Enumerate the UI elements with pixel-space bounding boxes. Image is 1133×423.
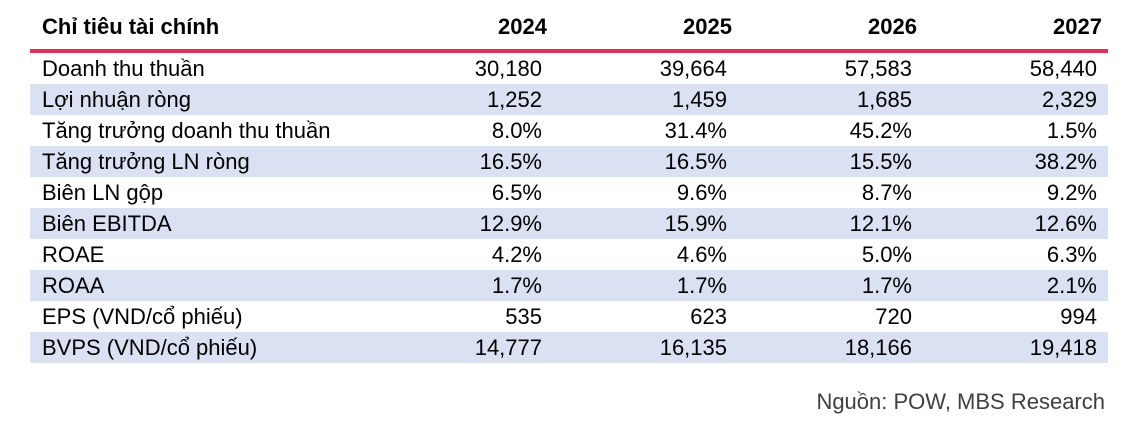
cell-value: 12.1% <box>849 211 912 236</box>
cell-value: 31.4% <box>664 118 727 143</box>
cell-value: 15.9% <box>664 211 727 236</box>
cell-value: 623 <box>690 304 727 329</box>
cell-value: 1.5% <box>1046 118 1097 143</box>
cell-value: 12.6% <box>1034 211 1097 236</box>
header-year-2026: 2026 <box>738 6 923 53</box>
cell-value: 994 <box>1060 304 1097 329</box>
header-year-2025: 2025 <box>553 6 738 53</box>
cell-value: 19,418 <box>1029 335 1097 360</box>
table-row-eps: EPS (VND/cổ phiếu) 535 623 720 994 <box>30 301 1108 332</box>
header-indicator-label: Chỉ tiêu tài chính <box>30 6 368 53</box>
cell-value: 535 <box>505 304 542 329</box>
source-note: Nguồn: POW, MBS Research <box>816 389 1105 414</box>
cell-value: 45.2% <box>849 118 912 143</box>
cell-value: 16.5% <box>664 149 727 174</box>
row-label: ROAA <box>42 273 105 298</box>
cell-value: 2.1% <box>1046 273 1097 298</box>
cell-value: 1,252 <box>486 87 542 112</box>
cell-value: 15.5% <box>849 149 912 174</box>
cell-value: 4.6% <box>676 242 727 267</box>
table-row-net-revenue: Doanh thu thuần 30,180 39,664 57,583 58,… <box>30 51 1108 84</box>
cell-value: 5.0% <box>861 242 912 267</box>
cell-value: 12.9% <box>479 211 542 236</box>
row-label: Biên LN gộp <box>42 180 164 205</box>
cell-value: 1.7% <box>676 273 727 298</box>
header-year-2027: 2027 <box>923 6 1108 53</box>
cell-value: 1.7% <box>491 273 542 298</box>
cell-value: 39,664 <box>659 56 727 81</box>
cell-value: 9.2% <box>1046 180 1097 205</box>
table-row-ebitda-margin: Biên EBITDA 12.9% 15.9% 12.1% 12.6% <box>30 208 1108 239</box>
cell-value: 1,459 <box>671 87 727 112</box>
financial-indicators-table: Chỉ tiêu tài chính 2024 2025 2026 2027 D… <box>30 6 1108 363</box>
cell-value: 14,777 <box>474 335 542 360</box>
cell-value: 38.2% <box>1034 149 1097 174</box>
cell-value: 16,135 <box>659 335 727 360</box>
cell-value: 6.5% <box>491 180 542 205</box>
row-label: Tăng trưởng LN ròng <box>42 149 250 174</box>
table-row-net-profit-growth: Tăng trưởng LN ròng 16.5% 16.5% 15.5% 38… <box>30 146 1108 177</box>
cell-value: 1.7% <box>861 273 912 298</box>
header-year-2024: 2024 <box>368 6 553 53</box>
cell-value: 9.6% <box>676 180 727 205</box>
row-label: BVPS (VND/cổ phiếu) <box>42 335 258 360</box>
table-row-bvps: BVPS (VND/cổ phiếu) 14,777 16,135 18,166… <box>30 332 1108 363</box>
row-label: EPS (VND/cổ phiếu) <box>42 304 243 329</box>
cell-value: 8.7% <box>861 180 912 205</box>
table-row-net-profit: Lợi nhuận ròng 1,252 1,459 1,685 2,329 <box>30 84 1108 115</box>
cell-value: 16.5% <box>479 149 542 174</box>
cell-value: 1,685 <box>856 87 912 112</box>
row-label: ROAE <box>42 242 105 267</box>
cell-value: 18,166 <box>844 335 912 360</box>
cell-value: 58,440 <box>1029 56 1097 81</box>
row-label: Biên EBITDA <box>42 211 172 236</box>
table-row-roae: ROAE 4.2% 4.6% 5.0% 6.3% <box>30 239 1108 270</box>
table-row-revenue-growth: Tăng trưởng doanh thu thuần 8.0% 31.4% 4… <box>30 115 1108 146</box>
row-label: Lợi nhuận ròng <box>42 87 191 112</box>
row-label: Tăng trưởng doanh thu thuần <box>42 118 331 143</box>
cell-value: 8.0% <box>491 118 542 143</box>
table-header-row: Chỉ tiêu tài chính 2024 2025 2026 2027 <box>30 6 1108 53</box>
cell-value: 720 <box>875 304 912 329</box>
row-label: Doanh thu thuần <box>42 56 205 81</box>
cell-value: 4.2% <box>491 242 542 267</box>
cell-value: 2,329 <box>1041 87 1097 112</box>
cell-value: 6.3% <box>1046 242 1097 267</box>
cell-value: 30,180 <box>474 56 542 81</box>
cell-value: 57,583 <box>844 56 912 81</box>
table-row-roaa: ROAA 1.7% 1.7% 1.7% 2.1% <box>30 270 1108 301</box>
table-row-gross-margin: Biên LN gộp 6.5% 9.6% 8.7% 9.2% <box>30 177 1108 208</box>
